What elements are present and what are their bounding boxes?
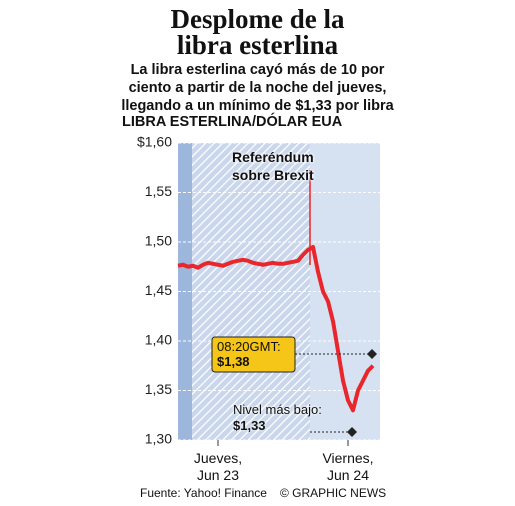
axis-label: LIBRA ESTERLINA/DÓLAR EUA bbox=[122, 114, 343, 130]
annotation: 08:20GMT: bbox=[217, 339, 281, 354]
line bbox=[177, 244, 375, 413]
annotation: $1,38 bbox=[217, 354, 250, 369]
y-tick-label: 1,35 bbox=[145, 381, 172, 397]
callout-box bbox=[211, 336, 296, 373]
y-tick-label: $1,60 bbox=[137, 134, 172, 150]
annotation: Referéndum sobre Brexit bbox=[232, 149, 314, 183]
annotation: $1,33 bbox=[233, 418, 266, 433]
marker bbox=[367, 349, 377, 359]
subtitle: La libra esterlina cayó más de 10 por ci… bbox=[121, 62, 394, 114]
y-tick-label: 1,40 bbox=[145, 332, 172, 348]
x-tick-label: Viernes, Jun 24 bbox=[322, 450, 374, 483]
title: Desplome de la libra esterlina bbox=[170, 4, 345, 60]
x-tick-label: Jueves, Jun 23 bbox=[193, 450, 243, 483]
annotation: Nivel más bajo: bbox=[233, 402, 322, 417]
source: Fuente: Yahoo! Finance bbox=[140, 486, 267, 500]
marker bbox=[347, 427, 357, 437]
y-tick-label: 1,30 bbox=[145, 431, 172, 447]
credit: © GRAPHIC NEWS bbox=[280, 486, 387, 500]
y-tick-label: 1,50 bbox=[145, 233, 172, 249]
y-tick-label: 1,45 bbox=[145, 282, 172, 298]
y-tick-label: 1,55 bbox=[145, 183, 172, 199]
